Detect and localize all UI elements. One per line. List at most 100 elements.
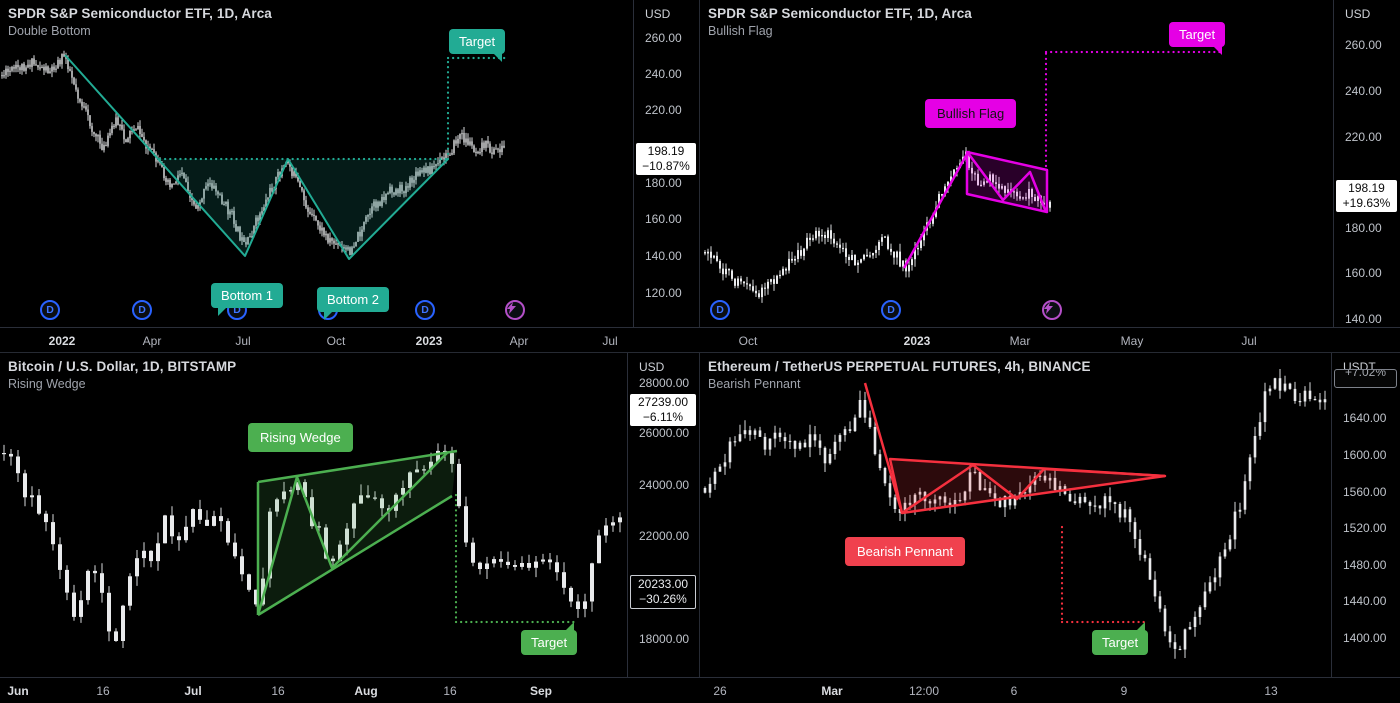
pattern-line[interactable] bbox=[64, 54, 449, 260]
bullish-flag-callout[interactable]: Bullish Flag bbox=[925, 99, 1017, 128]
price-axis[interactable]: USD 260.00 240.00 220.00 180.00 160.00 140.00 1… bbox=[1333, 0, 1400, 327]
price-axis[interactable]: USDT 1640.00 1600.00 1560.00 1520.00 1480.00 1… bbox=[1331, 353, 1400, 677]
dividend-marker-icon[interactable]: D bbox=[132, 300, 152, 320]
time-tick: Apr bbox=[142, 334, 162, 348]
dividend-marker-icon[interactable]: D bbox=[40, 300, 60, 320]
time-tick: 9 bbox=[1120, 684, 1128, 698]
price-chart[interactable] bbox=[700, 0, 1332, 327]
pattern-fill bbox=[288, 159, 448, 259]
candles bbox=[703, 369, 1327, 659]
time-tick: Jun bbox=[7, 684, 29, 698]
time-tick: 2023 bbox=[415, 334, 443, 348]
price-tick: 180.00 bbox=[645, 176, 682, 190]
dividend-marker-icon[interactable]: D bbox=[710, 300, 730, 320]
target-label: Target bbox=[459, 34, 496, 49]
target-callout[interactable]: Target bbox=[521, 622, 578, 655]
price-tick: 1640.00 bbox=[1343, 411, 1387, 425]
price-tick: 260.00 bbox=[1345, 38, 1382, 52]
time-tick: 2022 bbox=[48, 334, 76, 348]
price-tick: 1400.00 bbox=[1343, 631, 1387, 645]
callout-pointer bbox=[565, 622, 575, 631]
pattern-fill bbox=[258, 451, 457, 615]
price-tick: 240.00 bbox=[1345, 84, 1382, 98]
event-lightning-icon[interactable] bbox=[505, 300, 525, 320]
price-chart[interactable] bbox=[700, 353, 1331, 677]
price-badge: 27239.00 −6.11% bbox=[630, 394, 696, 426]
price-chart[interactable] bbox=[0, 353, 627, 677]
price-tick: 1560.00 bbox=[1343, 485, 1387, 499]
price-badge: 198.19 −10.87% bbox=[636, 143, 696, 175]
candles bbox=[2, 443, 622, 648]
target-callout[interactable]: Target bbox=[449, 29, 506, 62]
bearish-pennant-callout[interactable]: Bearish Pennant bbox=[845, 537, 966, 566]
price-tick: 120.00 bbox=[645, 286, 682, 300]
time-tick: Mar bbox=[1009, 334, 1031, 348]
callout-pointer bbox=[324, 311, 333, 320]
price-badge: 198.19 +19.63% bbox=[1336, 180, 1397, 212]
target-callout[interactable]: Target bbox=[1169, 22, 1226, 55]
dividend-marker-icon[interactable]: D bbox=[415, 300, 435, 320]
callout-pointer bbox=[1213, 46, 1223, 55]
pattern-line[interactable] bbox=[902, 151, 970, 269]
bottom1-callout[interactable]: Bottom 1 bbox=[211, 283, 284, 316]
time-tick: Aug bbox=[354, 684, 378, 698]
time-tick: Oct bbox=[738, 334, 758, 348]
price-tick: 1440.00 bbox=[1343, 594, 1387, 608]
price-tick: 22000.00 bbox=[639, 529, 690, 543]
pattern-line[interactable] bbox=[863, 382, 904, 514]
rising-wedge-callout[interactable]: Rising Wedge bbox=[248, 423, 353, 452]
time-tick: 12:00 bbox=[908, 684, 940, 698]
price-axis[interactable]: USD 260.00 240.00 220.00 180.00 160.00 140.00 1… bbox=[633, 0, 700, 327]
bullish-flag-label: Bullish Flag bbox=[937, 106, 1005, 121]
time-tick: May bbox=[1120, 334, 1144, 348]
axis-currency-label: USD bbox=[639, 360, 665, 374]
dividend-marker-icon[interactable]: D bbox=[881, 300, 901, 320]
price-badge: +7.02% bbox=[1334, 369, 1397, 388]
price-tick: 1520.00 bbox=[1343, 521, 1387, 535]
price-tick: 26000.00 bbox=[639, 426, 690, 440]
price-badge: 20233.00 −30.26% bbox=[630, 575, 696, 609]
pattern-line[interactable] bbox=[257, 449, 458, 484]
pattern-line[interactable] bbox=[256, 451, 449, 616]
pattern-shape[interactable] bbox=[965, 150, 1049, 214]
time-tick: Jul bbox=[235, 334, 251, 348]
bearish-pennant-label: Bearish Pennant bbox=[857, 544, 954, 559]
time-axis[interactable]: Jun 16 Jul 16 Aug 16 Sep 26 Mar 12:00 6 9 13 bbox=[0, 677, 1400, 703]
callout-pointer bbox=[493, 53, 503, 62]
time-tick: 16 bbox=[271, 684, 285, 698]
price-tick: 18000.00 bbox=[639, 632, 690, 646]
target-callout[interactable]: Target bbox=[1092, 622, 1149, 655]
price-tick: 140.00 bbox=[1345, 312, 1382, 326]
price-chart[interactable] bbox=[0, 0, 633, 327]
time-tick: 16 bbox=[96, 684, 110, 698]
price-axis[interactable]: USD 28000.00 26000.00 24000.00 22000.00 18000… bbox=[627, 353, 700, 677]
time-tick: 13 bbox=[1264, 684, 1278, 698]
time-tick: 26 bbox=[713, 684, 727, 698]
pattern-line[interactable] bbox=[901, 463, 1166, 515]
time-tick: Jul bbox=[1241, 334, 1257, 348]
pane-divider-horizontal[interactable] bbox=[0, 352, 1400, 353]
time-tick: Apr bbox=[509, 334, 529, 348]
price-tick: 160.00 bbox=[1345, 266, 1382, 280]
pattern-line[interactable] bbox=[966, 152, 1048, 213]
time-tick: Mar bbox=[821, 684, 843, 698]
bottom2-label: Bottom 2 bbox=[327, 292, 380, 307]
target-label: Target bbox=[1179, 27, 1216, 42]
time-tick: 2023 bbox=[903, 334, 931, 348]
price-tick: 160.00 bbox=[645, 212, 682, 226]
axis-currency-label: USD bbox=[1345, 7, 1371, 21]
price-tick: 260.00 bbox=[645, 31, 682, 45]
bottom2-callout[interactable]: Bottom 2 bbox=[317, 287, 390, 320]
pattern-fill bbox=[160, 159, 288, 256]
time-axis[interactable]: 2022 Apr Jul Oct 2023 Apr Jul Oct 2023 Mar May Jul bbox=[0, 327, 1400, 352]
time-tick: 16 bbox=[443, 684, 457, 698]
price-tick: 240.00 bbox=[645, 67, 682, 81]
target-label: Target bbox=[531, 635, 568, 650]
pattern-line[interactable] bbox=[257, 494, 453, 617]
event-lightning-icon[interactable] bbox=[1042, 300, 1062, 320]
time-tick: 6 bbox=[1010, 684, 1018, 698]
axis-currency-label: USD bbox=[645, 7, 671, 21]
callout-pointer bbox=[218, 307, 227, 316]
price-tick: 140.00 bbox=[645, 249, 682, 263]
time-tick: Sep bbox=[529, 684, 553, 698]
